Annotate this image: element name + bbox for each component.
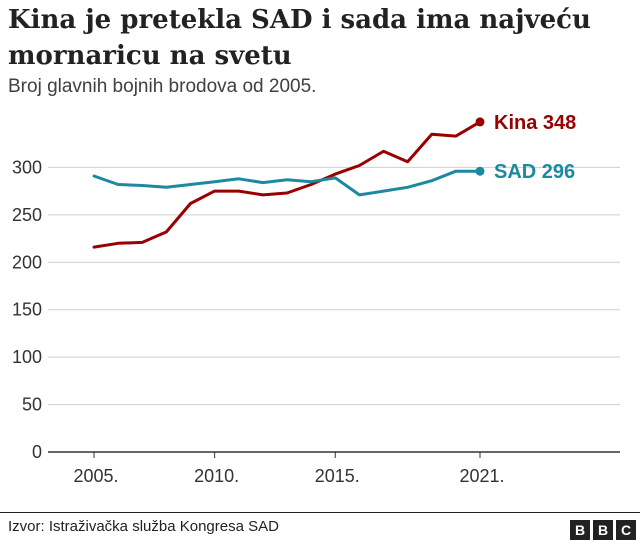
bbc-logo-letter-1: B (570, 520, 590, 540)
y-tick-label: 300 (12, 157, 42, 177)
bbc-logo-letter-3: C (616, 520, 636, 540)
chart-title: Kina je pretekla SAD i sada ima najveću … (8, 5, 591, 71)
bbc-logo-letter-2: B (593, 520, 613, 540)
x-tick-label: 2010. (194, 466, 239, 486)
series-lines (92, 117, 485, 249)
y-tick-label: 150 (12, 300, 42, 320)
x-tick-label: 2015. (315, 466, 360, 486)
x-tick-label: 2005. (73, 466, 118, 486)
bbc-logo: B B C (570, 520, 636, 540)
x-axis-ticks: 2005. 2010. 2015. 2021. (73, 452, 505, 486)
y-tick-label: 200 (12, 252, 42, 272)
chart-subtitle: Broj glavnih bojnih brodova od 2005. (8, 76, 317, 97)
y-tick-label: 50 (22, 395, 42, 415)
x-tick-label: 2021. (459, 466, 504, 486)
footer-divider (0, 512, 640, 513)
y-tick-label: 250 (12, 205, 42, 225)
y-tick-label: 100 (12, 347, 42, 367)
y-axis-ticks: 0 50 100 150 200 250 300 (12, 157, 42, 462)
series-line-sad (92, 169, 482, 197)
series-end-point-kina (475, 117, 485, 127)
end-label-sad: SAD 296 (494, 161, 575, 183)
end-labels: Kina 348 SAD 296 (494, 112, 576, 183)
series-line-kina (92, 120, 482, 249)
end-label-kina: Kina 348 (494, 112, 576, 134)
y-tick-label: 0 (32, 442, 42, 462)
source-note: Izvor: Istraživačka služba Kongresa SAD (8, 518, 279, 535)
gridlines (48, 166, 620, 453)
series-end-point-sad (475, 166, 485, 176)
